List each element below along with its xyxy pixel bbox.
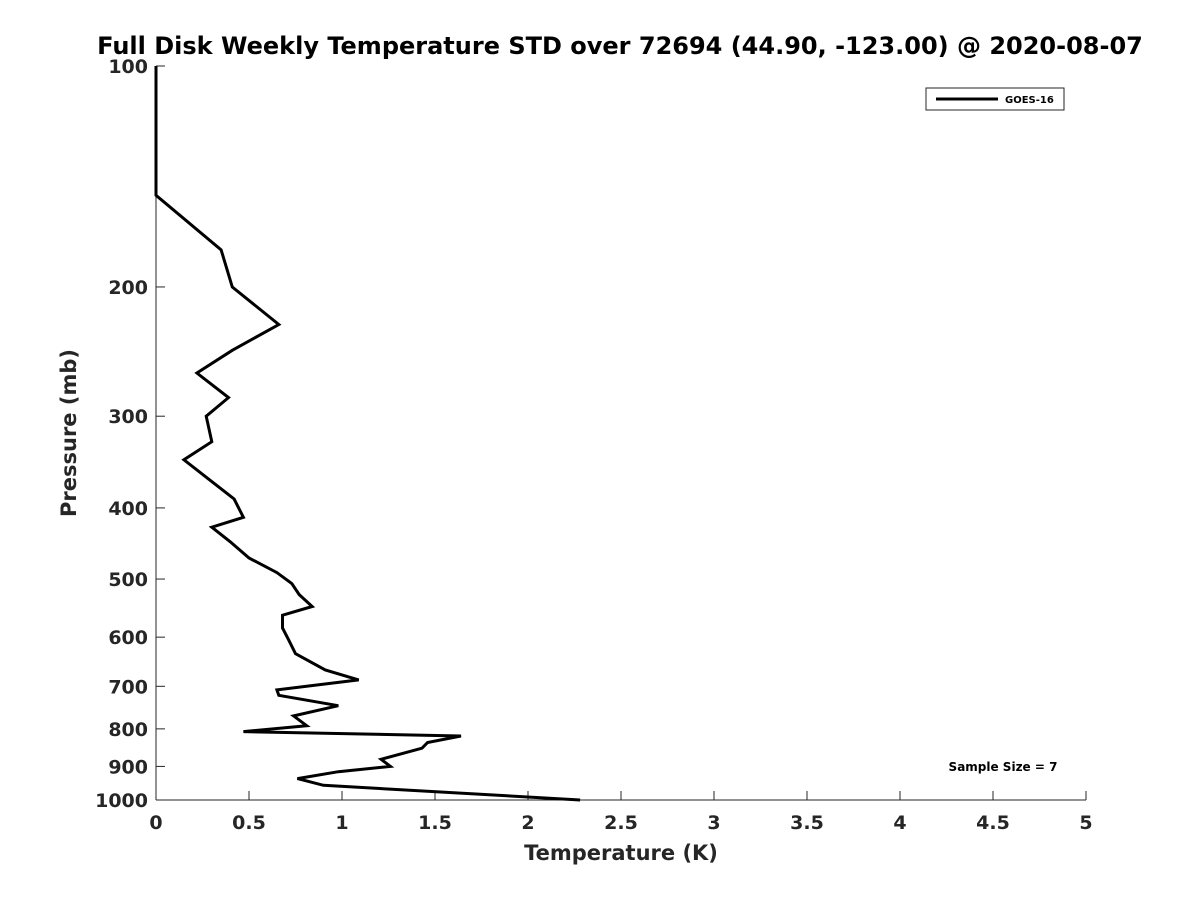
x-tick-label: 0.5 <box>232 812 266 834</box>
series-layer <box>154 66 581 802</box>
x-tick-label: 2.5 <box>604 812 638 834</box>
y-tick-label: 400 <box>108 498 148 520</box>
y-tick-label: 800 <box>108 719 148 741</box>
x-tick-label: 3 <box>707 812 720 834</box>
x-tick-label: 5 <box>1079 812 1092 834</box>
y-tick-label: 100 <box>108 56 148 78</box>
x-tick-label: 4 <box>893 812 906 834</box>
x-tick-label: 1.5 <box>418 812 452 834</box>
x-axis-label: Temperature (K) <box>524 841 718 865</box>
x-tick-label: 4.5 <box>976 812 1010 834</box>
legend: GOES-16 <box>925 87 1065 111</box>
series-line-goes-16 <box>154 66 581 802</box>
y-tick-label: 900 <box>108 756 148 778</box>
y-tick-label: 300 <box>108 406 148 428</box>
y-tick-label: 1000 <box>95 790 148 812</box>
y-tick-label: 200 <box>108 277 148 299</box>
x-tick-label: 0 <box>149 812 162 834</box>
x-tick-label: 1 <box>335 812 348 834</box>
y-tick-label: 500 <box>108 569 148 591</box>
x-tick-label: 3.5 <box>790 812 824 834</box>
y-tick-label: 600 <box>108 627 148 649</box>
sample-size-annotation: Sample Size = 7 <box>949 760 1058 774</box>
x-tick-label: 2 <box>521 812 534 834</box>
y-axis-label: Pressure (mb) <box>57 349 81 517</box>
legend-entry-label: GOES-16 <box>1005 95 1054 106</box>
chart-title: Full Disk Weekly Temperature STD over 72… <box>97 32 1143 60</box>
x-ticks: 0 0.5 1 1.5 2 2.5 3 3.5 4 4.5 5 <box>149 791 1093 834</box>
y-ticks: 100 200 300 400 500 600 700 800 900 1000 <box>95 56 165 812</box>
y-tick-label: 700 <box>108 676 148 698</box>
